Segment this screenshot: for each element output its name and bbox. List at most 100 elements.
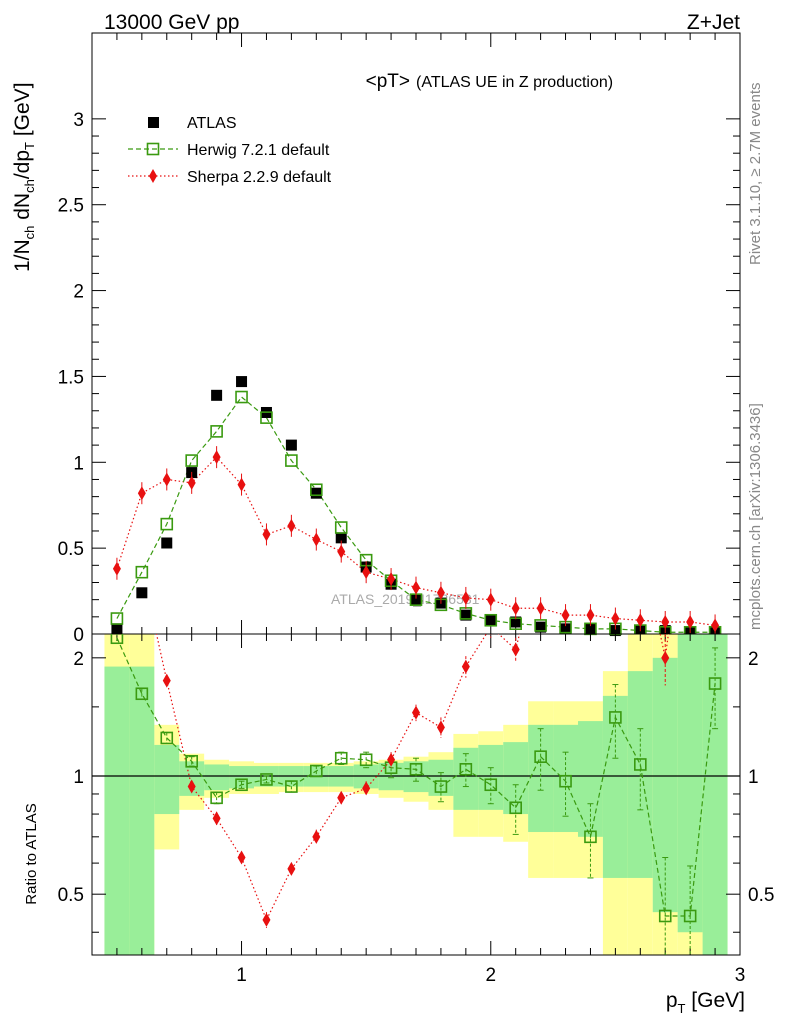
- herwig-point: [210, 425, 223, 438]
- ratio-ytick-label: 0.5: [58, 885, 84, 906]
- main-ylabel: 1/Nch dNch/dpT [GeV]: [11, 82, 37, 272]
- ratio-herwig-point: [434, 780, 448, 793]
- atlas-point: [510, 616, 522, 628]
- ratio-herwig-point: [160, 731, 174, 745]
- ratio-band-green: [503, 742, 529, 815]
- ratio-ytick-label: 2: [73, 649, 84, 670]
- main-marks: [110, 376, 722, 639]
- ratio-herwig-point: [634, 758, 647, 771]
- ratio-band-green: [403, 761, 429, 793]
- ratio-sherpa-point: [511, 642, 520, 657]
- atlas-point: [161, 537, 173, 549]
- herwig-point: [285, 454, 298, 467]
- ratio-herwig-point: [409, 763, 423, 776]
- atlas-point: [535, 621, 547, 633]
- ratio-herwig-point: [609, 711, 622, 724]
- ratio-sherpa-point: [562, 555, 570, 569]
- herwig-point: [160, 517, 174, 531]
- ratio-sherpa-point: [586, 555, 594, 569]
- sherpa-point: [287, 518, 296, 533]
- ratio-herwig-point: [708, 677, 722, 690]
- analysis-watermark: ATLAS_2019_I1736531: [331, 591, 480, 607]
- sherpa-point: [312, 532, 321, 547]
- ratio-herwig-point: [235, 778, 248, 792]
- ratio-bands: [104, 634, 728, 955]
- sherpa-point: [486, 592, 495, 607]
- ratio-sherpa-point: [362, 781, 371, 796]
- ratio-herwig-point: [658, 909, 672, 923]
- svg-text:1/Nch dNch/dpT [GeV]: 1/Nch dNch/dpT [GeV]: [11, 82, 37, 272]
- sherpa-point: [187, 475, 196, 490]
- ratio-sherpa-point: [661, 650, 670, 665]
- legend-herwig-label: Herwig 7.2.1 default: [187, 142, 330, 159]
- ratio-herwig-point: [334, 751, 348, 765]
- ratio-sherpa-point: [113, 345, 121, 359]
- ratio-ytick-label: 1: [73, 767, 84, 788]
- atlas-point: [310, 487, 322, 499]
- herwig-point: [310, 483, 323, 497]
- atlas-point: [460, 609, 472, 621]
- atlas-point: [211, 389, 223, 401]
- legend-sherpa-label: Sherpa 2.2.9 default: [187, 169, 332, 186]
- ratio-sherpa-point: [387, 752, 396, 767]
- ratio-herwig-point: [683, 909, 697, 923]
- ratio-herwig-point: [459, 763, 473, 776]
- atlas-point: [485, 614, 497, 626]
- ratio-sherpa-point: [287, 861, 296, 876]
- main-ytick-label: 1.5: [58, 367, 84, 388]
- mcplots-label: mcplots.cern.ch [arXiv:1306.3436]: [747, 403, 764, 630]
- ratio-herwig-point: [110, 634, 124, 645]
- energy-label: 13000 GeV pp: [104, 11, 239, 34]
- herwig-point: [260, 411, 273, 424]
- ratio-sherpa-point: [611, 513, 619, 527]
- sherpa-point: [461, 590, 470, 605]
- ratio-band-green: [702, 634, 728, 955]
- ratio-herwig-point: [185, 755, 198, 768]
- ratio-sherpa-point: [212, 811, 221, 826]
- ratio-marks: [110, 345, 722, 955]
- herwig-point: [334, 521, 348, 534]
- atlas-point: [560, 623, 572, 635]
- herwig-point: [534, 619, 547, 632]
- main-ytick-label: 3: [73, 110, 84, 131]
- sherpa-point: [686, 614, 695, 629]
- sherpa-point: [412, 580, 420, 595]
- sherpa-point: [436, 585, 445, 600]
- ratio-sherpa-point: [461, 659, 470, 674]
- sherpa-point: [262, 527, 271, 542]
- ratio-sherpa-point: [711, 495, 719, 509]
- sherpa-point: [636, 613, 645, 628]
- legend-sherpa-marker: [149, 169, 157, 183]
- ratio-herwig-point: [534, 750, 547, 763]
- ratio-ytick-label-right: 0.5: [748, 885, 774, 906]
- sherpa-point: [661, 614, 670, 629]
- ratio-xtick-label: 1: [236, 965, 247, 986]
- sherpa-point: [536, 601, 545, 616]
- rivet-label: Rivet 3.1.10, ≥ 2.7M events: [747, 83, 764, 266]
- ratio-ylabel: Ratio to ATLAS: [23, 803, 40, 904]
- ratio-herwig-point: [135, 687, 149, 701]
- herwig-point: [110, 612, 124, 625]
- ratio-herwig-point: [484, 778, 498, 792]
- herwig-point: [185, 454, 198, 467]
- herwig-point: [135, 565, 149, 579]
- herwig-point: [484, 613, 498, 627]
- atlas-point: [335, 532, 347, 544]
- ratio-herwig-point: [359, 753, 373, 767]
- main-panel: 0 0.5 1 1.5 2 2.5 3 ATLAS_2019_I1736531 <pT> (…: [11, 32, 741, 646]
- ratio-axes: 0.5 0.5 1 1 2 2 1 2 3: [58, 633, 774, 986]
- legend: ATLAS Herwig 7.2.1 default Sherpa 2.2.9 …: [128, 115, 332, 186]
- ratio-sherpa-point: [312, 829, 321, 844]
- ratio-ytick-label-right: 1: [748, 767, 759, 788]
- ratio-sherpa-point: [337, 790, 346, 805]
- atlas-point: [285, 439, 297, 451]
- sherpa-point: [387, 572, 396, 587]
- ratio-herwig-point: [260, 773, 273, 786]
- ratio-band-green: [154, 744, 180, 815]
- ratio-sherpa-point: [537, 541, 545, 555]
- sherpa-point: [586, 608, 595, 623]
- sherpa-point: [162, 472, 171, 487]
- process-label: Z+Jet: [687, 11, 740, 34]
- ratio-series-group: [110, 345, 722, 955]
